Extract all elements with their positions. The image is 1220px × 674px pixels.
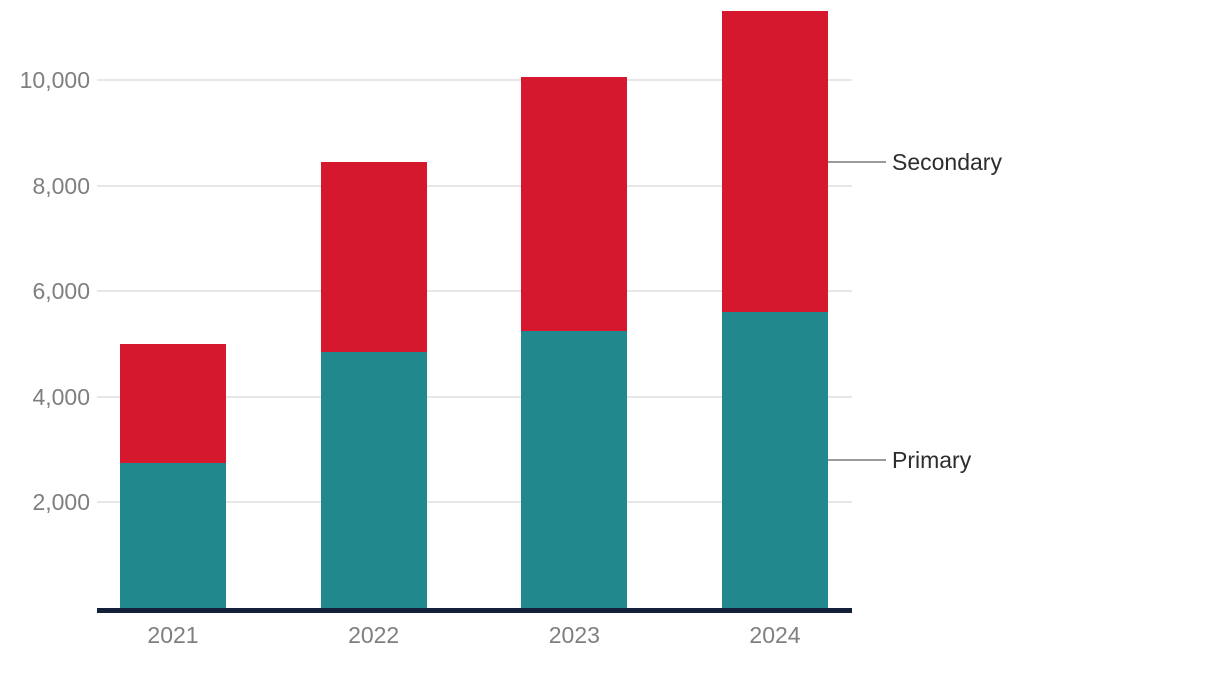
gridline xyxy=(97,79,852,81)
gridline xyxy=(97,395,852,398)
legend-label-primary: Primary xyxy=(892,447,972,474)
y-axis-tick-label: 4,000 xyxy=(32,383,90,410)
y-axis-tick-label: 6,000 xyxy=(32,278,90,305)
x-axis-tick-label: 2023 xyxy=(548,622,600,648)
y-axis-tick-label: 8,000 xyxy=(32,172,90,199)
bar-segment-primary-2022 xyxy=(320,351,427,608)
bar-segment-primary-2024 xyxy=(722,312,828,608)
x-axis-line xyxy=(97,608,852,613)
gridline xyxy=(97,501,852,504)
y-axis-tick-label: 2,000 xyxy=(32,489,90,516)
legend-callout-line-primary xyxy=(828,459,886,462)
legend-callout-line-secondary xyxy=(828,160,886,163)
gridline xyxy=(97,290,852,293)
bar-segment-primary-2023 xyxy=(521,330,628,608)
bar-segment-secondary-2023 xyxy=(521,77,628,331)
bar-segment-secondary-2024 xyxy=(722,11,828,313)
y-axis-tick-label: 10,000 xyxy=(19,67,90,93)
gridline xyxy=(97,184,852,187)
x-axis-tick-label: 2024 xyxy=(749,622,801,648)
legend-label-secondary: Secondary xyxy=(892,148,1002,175)
bar-segment-secondary-2021 xyxy=(120,344,226,463)
bar-segment-secondary-2022 xyxy=(320,161,427,352)
bar-segment-primary-2021 xyxy=(120,462,226,608)
x-axis-tick-label: 2022 xyxy=(348,622,400,648)
x-axis-tick-label: 2021 xyxy=(147,622,199,648)
